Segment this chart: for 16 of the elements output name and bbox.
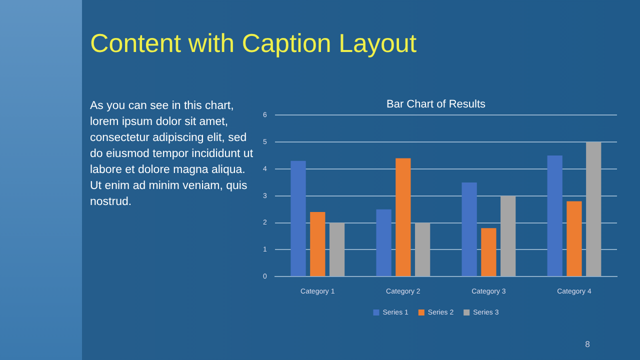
bar (586, 142, 602, 276)
bar (290, 160, 306, 276)
chart-title: Content with Caption Layout (90, 28, 417, 59)
chart-subtitle: Bar Chart of Results (386, 98, 486, 111)
bar (462, 182, 477, 276)
bar (329, 222, 345, 276)
bar (547, 156, 562, 276)
text: 8 (585, 340, 590, 349)
bar (566, 201, 582, 276)
bar (500, 196, 516, 276)
bar (310, 212, 326, 276)
bar (415, 222, 430, 276)
text: As you can see in this chart, lorem ipsum dolor sit amet, consectetur adipiscing elit, sed do eiusmod tempor incididunt ut labore et dolore magna aliqua. Ut enim ad minim veniam, quis nostrud. (90, 99, 254, 210)
bar (481, 228, 496, 276)
bar (396, 158, 411, 276)
bar (376, 209, 392, 276)
